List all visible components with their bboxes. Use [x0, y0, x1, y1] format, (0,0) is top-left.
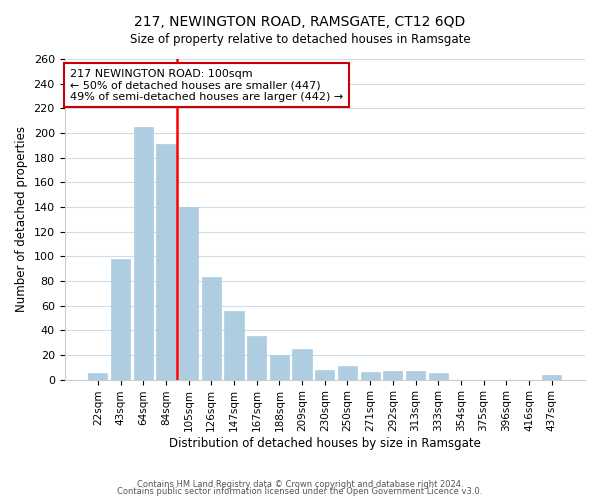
Bar: [156, 144, 176, 380]
Bar: [270, 355, 289, 380]
Bar: [542, 374, 562, 380]
Bar: [224, 310, 244, 380]
Bar: [202, 278, 221, 380]
Bar: [247, 336, 266, 380]
Bar: [134, 127, 153, 380]
X-axis label: Distribution of detached houses by size in Ramsgate: Distribution of detached houses by size …: [169, 437, 481, 450]
Text: Size of property relative to detached houses in Ramsgate: Size of property relative to detached ho…: [130, 32, 470, 46]
Bar: [361, 372, 380, 380]
Bar: [428, 374, 448, 380]
Text: Contains public sector information licensed under the Open Government Licence v3: Contains public sector information licen…: [118, 487, 482, 496]
Bar: [406, 371, 425, 380]
Y-axis label: Number of detached properties: Number of detached properties: [15, 126, 28, 312]
Bar: [88, 374, 107, 380]
Bar: [338, 366, 357, 380]
Text: 217, NEWINGTON ROAD, RAMSGATE, CT12 6QD: 217, NEWINGTON ROAD, RAMSGATE, CT12 6QD: [134, 15, 466, 29]
Text: 217 NEWINGTON ROAD: 100sqm
← 50% of detached houses are smaller (447)
49% of sem: 217 NEWINGTON ROAD: 100sqm ← 50% of deta…: [70, 68, 343, 102]
Bar: [315, 370, 334, 380]
Bar: [179, 207, 198, 380]
Bar: [111, 259, 130, 380]
Text: Contains HM Land Registry data © Crown copyright and database right 2024.: Contains HM Land Registry data © Crown c…: [137, 480, 463, 489]
Bar: [292, 349, 312, 380]
Bar: [383, 371, 403, 380]
